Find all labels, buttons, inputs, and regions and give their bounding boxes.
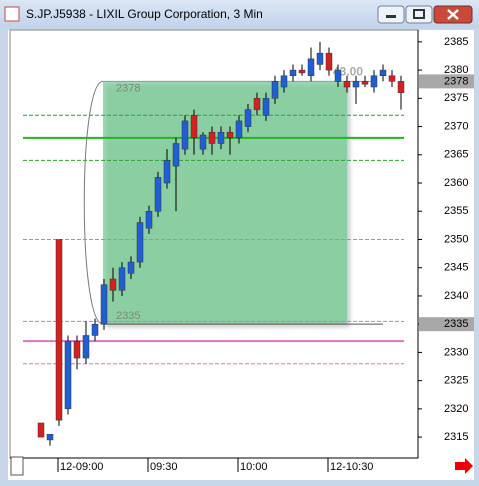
- candle-body: [325, 52, 333, 71]
- candle-body: [199, 134, 207, 150]
- price-marker-label: 2378: [444, 75, 468, 87]
- price-marker: [419, 74, 474, 89]
- candle-body: [289, 69, 297, 76]
- bracket-curve: [83, 80, 104, 325]
- candle-body: [73, 340, 81, 359]
- candle-body: [55, 239, 63, 421]
- measure-box: [103, 81, 347, 325]
- candle-body: [100, 284, 108, 325]
- box-bottom-label: 2335: [116, 310, 140, 322]
- candle-body: [343, 81, 351, 88]
- candle-body: [244, 109, 252, 127]
- y-tick-label: 2340: [444, 290, 468, 302]
- candle-body: [154, 177, 162, 212]
- candle-body: [397, 81, 405, 93]
- candle-body: [361, 81, 369, 85]
- candle-body: [64, 340, 72, 410]
- candle-body: [46, 434, 54, 441]
- close-icon: [447, 9, 459, 20]
- window-buttons[interactable]: [377, 5, 473, 24]
- candle-body: [262, 98, 270, 116]
- window-title: S.JP.J5938 - LIXIL Group Corporation, 3 …: [26, 7, 263, 21]
- price-marker: [419, 317, 474, 332]
- y-tick-label: 2350: [444, 233, 468, 245]
- candle-body: [136, 222, 144, 263]
- candle-body: [352, 81, 360, 88]
- minimize-button[interactable]: [377, 5, 405, 24]
- y-tick-label: 2315: [444, 431, 468, 443]
- candle-body: [226, 131, 234, 139]
- candle-body: [271, 81, 279, 99]
- candle-body: [379, 69, 387, 76]
- candle-body: [181, 120, 189, 150]
- candle-body: [334, 69, 342, 82]
- candle-body: [298, 69, 306, 74]
- candle-body: [190, 115, 198, 139]
- scroll-box[interactable]: [10, 456, 24, 476]
- candle-body: [109, 278, 117, 291]
- y-tick-label: 2370: [444, 120, 468, 132]
- candle-body: [127, 261, 135, 274]
- candle-body: [91, 323, 99, 336]
- y-tick-label: 2380: [444, 64, 468, 76]
- price-marker-label: 2335: [444, 318, 468, 330]
- candle-body: [172, 143, 180, 167]
- app-icon: [4, 6, 20, 22]
- y-tick-label: 2320: [444, 403, 468, 415]
- candle-body: [217, 131, 225, 144]
- y-tick-label: 2360: [444, 177, 468, 189]
- minimize-icon: [386, 15, 396, 18]
- candle-body: [145, 211, 153, 229]
- candle-body: [163, 160, 171, 184]
- maximize-icon: [413, 9, 425, 19]
- box-top-label: 2378: [116, 82, 140, 94]
- candle-body: [316, 52, 324, 65]
- y-tick-label: 2365: [444, 149, 468, 161]
- candle-body: [388, 75, 396, 82]
- x-tick-label: 09:30: [150, 461, 178, 473]
- candle-body: [37, 422, 45, 438]
- candle-body: [370, 75, 378, 88]
- candle-body: [280, 75, 288, 88]
- x-tick-label: 12-09:00: [60, 461, 103, 473]
- y-tick-label: 2375: [444, 92, 468, 104]
- candle-body: [307, 58, 315, 76]
- y-tick-label: 2385: [444, 36, 468, 48]
- y-tick-label: 2330: [444, 346, 468, 358]
- y-tick-label: 2325: [444, 375, 468, 387]
- y-tick-label: 2345: [444, 262, 468, 274]
- candle-body: [82, 335, 90, 359]
- candle-body: [118, 267, 126, 291]
- x-tick-label: 10:00: [240, 461, 268, 473]
- candle-body: [208, 131, 216, 144]
- x-tick-label: 12-10:30: [330, 461, 373, 473]
- y-tick-label: 2355: [444, 205, 468, 217]
- candle-body: [253, 98, 261, 110]
- maximize-button[interactable]: [405, 5, 433, 24]
- scroll-arrow[interactable]: [455, 458, 473, 474]
- candle-body: [235, 120, 243, 139]
